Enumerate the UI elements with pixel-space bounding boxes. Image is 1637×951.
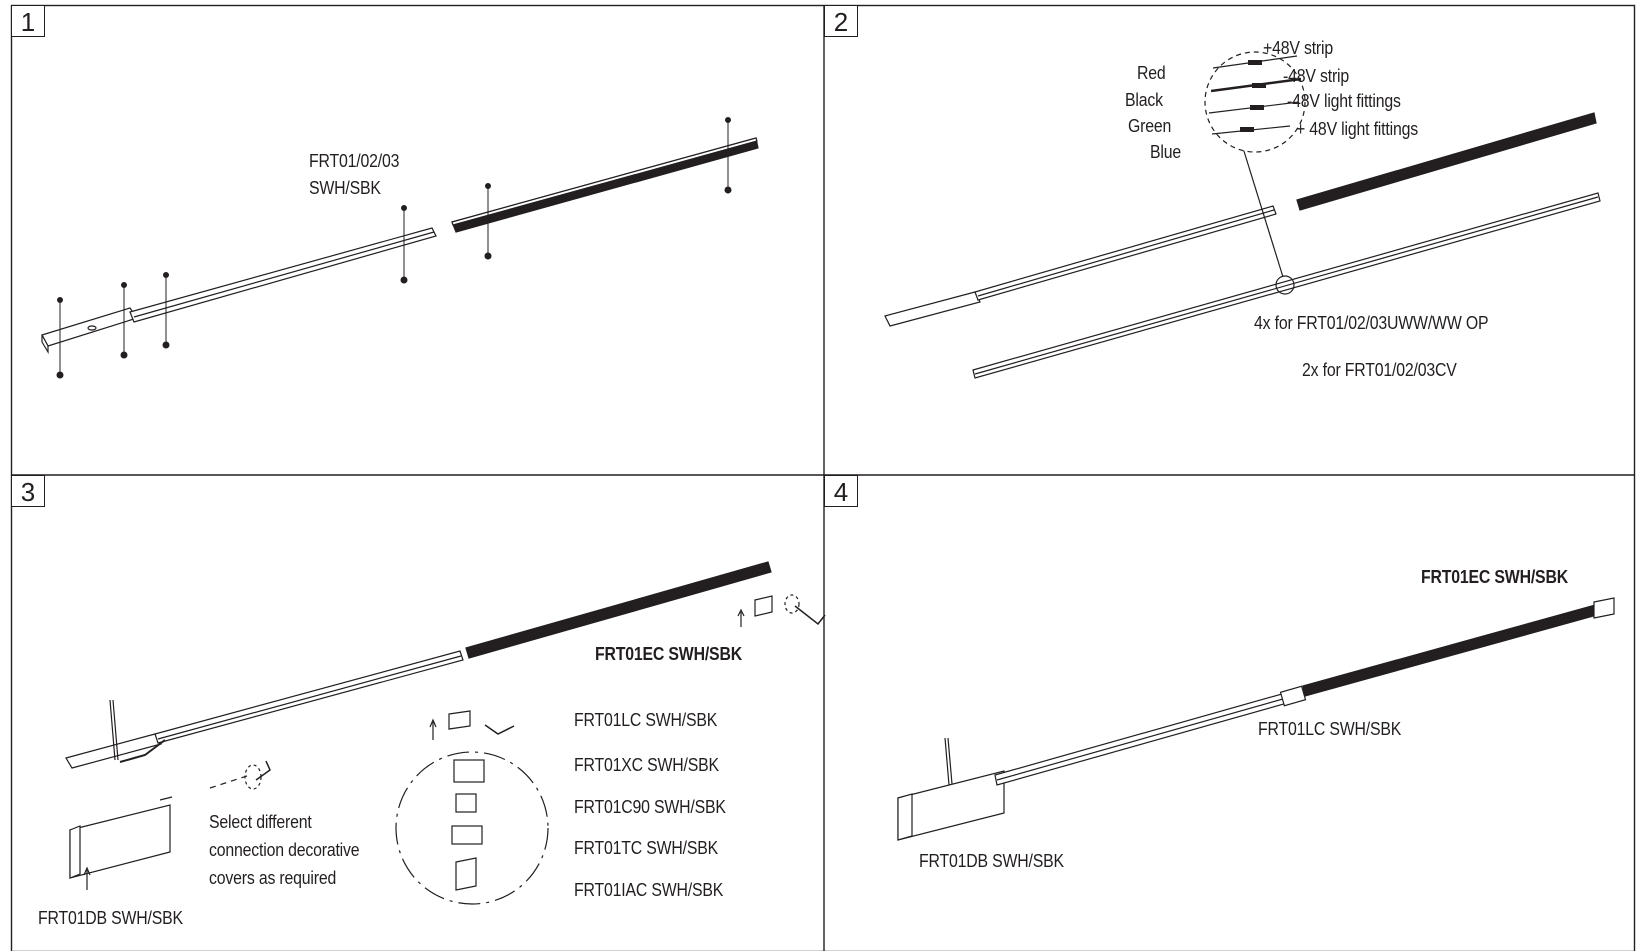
wire-label-red: Red xyxy=(1137,63,1166,83)
note-line2: connection decorative xyxy=(209,840,360,860)
connector-xc xyxy=(453,759,485,783)
mounting-bracket-2 xyxy=(884,291,981,327)
step-number-3: 3 xyxy=(11,475,45,507)
step-number-1: 1 xyxy=(11,5,45,37)
iac-label: FRT01IAC SWH/SBK xyxy=(574,880,724,900)
db-label: FRT01DB SWH/SBK xyxy=(38,908,183,928)
minus-fittings-label: -48V light fittings xyxy=(1287,91,1401,111)
lc-label: FRT01LC SWH/SBK xyxy=(574,710,718,730)
options-circle xyxy=(395,751,549,905)
wire-label-black: Black xyxy=(1125,90,1163,110)
rail-light-3 xyxy=(154,650,464,744)
end-cap-4 xyxy=(1593,597,1615,619)
connector-lc-4 xyxy=(1279,685,1307,707)
plus-strip-label: +48V strip xyxy=(1263,38,1334,58)
c90-label: FRT01C90 SWH/SBK xyxy=(574,797,726,817)
wire-label-blue: Blue xyxy=(1150,142,1182,162)
zoom-target xyxy=(1275,275,1295,295)
cv-note: 2x for FRT01/02/03CV xyxy=(1302,360,1457,380)
end-cap-label: FRT01EC SWH/SBK xyxy=(595,644,742,664)
note-line3: covers as required xyxy=(209,868,337,888)
panel-4-drawing xyxy=(897,597,1615,841)
xc-label: FRT01XC SWH/SBK xyxy=(574,755,719,775)
screws xyxy=(56,117,732,379)
step-number-4: 4 xyxy=(824,475,858,507)
wire-label-green: Green xyxy=(1128,116,1172,136)
product-label-line1: FRT01/02/03 xyxy=(309,151,400,171)
outer-frame xyxy=(10,4,1636,951)
connector-c90 xyxy=(455,793,477,813)
tc-label: FRT01TC SWH/SBK xyxy=(574,838,719,858)
minus-strip-label: -48V strip xyxy=(1283,66,1350,86)
note-line1: Select different xyxy=(209,812,312,832)
rail-dark-3 xyxy=(465,561,772,659)
product-label-line2: SWH/SBK xyxy=(309,178,381,198)
rail-dark-4 xyxy=(1302,601,1609,697)
connector-iac xyxy=(455,857,477,891)
db-label-4: FRT01DB SWH/SBK xyxy=(919,851,1064,871)
step-number-2: 2 xyxy=(824,5,858,37)
connector-tc xyxy=(451,825,483,845)
plus-fittings-label: + 48V light fittings xyxy=(1296,119,1418,139)
connector-lc xyxy=(448,710,471,730)
panel-3-drawing xyxy=(65,561,826,905)
end-cap-label-4: FRT01EC SWH/SBK xyxy=(1421,567,1568,587)
panel-2-drawing xyxy=(884,51,1601,379)
rail-dark-2 xyxy=(1296,112,1597,211)
zoom-leader xyxy=(1242,147,1284,278)
panel-1-drawing xyxy=(41,117,759,379)
driver-box xyxy=(69,804,171,879)
end-cap xyxy=(754,595,773,617)
uww-note: 4x for FRT01/02/03UWW/WW OP xyxy=(1254,313,1489,333)
lc-label-4: FRT01LC SWH/SBK xyxy=(1258,719,1402,739)
driver-box-4 xyxy=(897,770,1005,841)
